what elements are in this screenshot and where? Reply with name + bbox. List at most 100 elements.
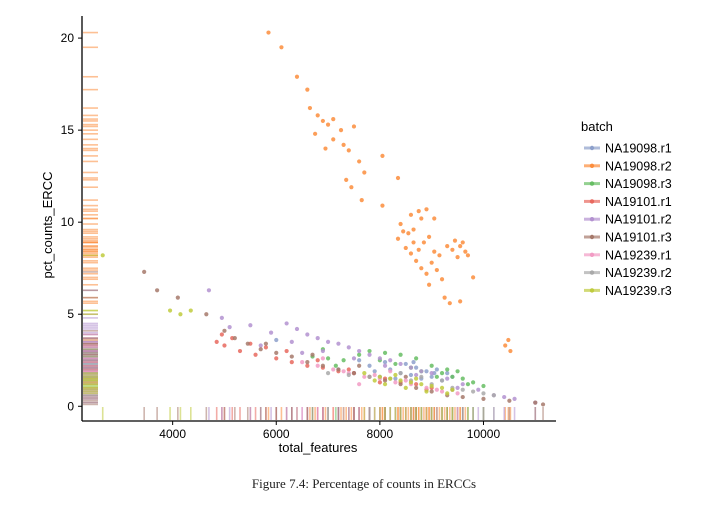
legend-swatch-dot bbox=[589, 252, 595, 257]
y-tick-label: 0 bbox=[67, 399, 74, 413]
data-point bbox=[445, 371, 450, 376]
data-point bbox=[380, 203, 385, 208]
data-point bbox=[380, 153, 385, 159]
data-point bbox=[476, 387, 481, 392]
data-point bbox=[439, 371, 445, 376]
data-point bbox=[471, 275, 476, 280]
data-point bbox=[325, 122, 331, 127]
data-point bbox=[320, 363, 325, 368]
x-axis-ticks: 4000 6000 8000 10000 bbox=[159, 421, 500, 441]
data-point bbox=[346, 367, 351, 372]
data-point bbox=[388, 358, 393, 363]
data-point bbox=[447, 301, 452, 306]
data-point bbox=[357, 358, 362, 363]
data-point bbox=[463, 249, 468, 254]
data-point bbox=[325, 371, 331, 376]
data-point bbox=[398, 221, 403, 227]
data-point bbox=[237, 348, 243, 354]
x-axis-label: total_features bbox=[279, 440, 358, 455]
data-point bbox=[403, 361, 408, 367]
figure-caption: Figure 7.4: Percentage of counts in ERCC… bbox=[251, 476, 477, 491]
data-point bbox=[445, 391, 450, 396]
data-point bbox=[274, 337, 279, 343]
data-point bbox=[414, 382, 419, 387]
legend-swatch-dot bbox=[589, 145, 595, 151]
legend-label: NA19101.r2 bbox=[605, 213, 672, 227]
data-point bbox=[414, 365, 419, 370]
legend-label: NA19098.r2 bbox=[605, 159, 672, 173]
data-point bbox=[388, 369, 393, 374]
data-point bbox=[450, 247, 455, 252]
data-point bbox=[248, 323, 253, 328]
data-point bbox=[406, 231, 411, 236]
data-point bbox=[341, 358, 346, 363]
data-point bbox=[331, 137, 336, 142]
legend-label: NA19239.r2 bbox=[605, 266, 672, 280]
data-point bbox=[434, 374, 439, 379]
legend-swatch-dot bbox=[589, 270, 595, 275]
y-tick-label: 20 bbox=[61, 31, 75, 45]
data-point bbox=[204, 312, 209, 317]
data-point bbox=[222, 343, 227, 348]
data-point bbox=[458, 299, 463, 304]
data-point bbox=[437, 253, 442, 258]
data-point bbox=[313, 131, 318, 136]
data-point bbox=[167, 308, 173, 313]
data-point bbox=[315, 363, 320, 368]
x-tick-label: 6000 bbox=[263, 427, 290, 441]
data-point bbox=[331, 116, 336, 122]
data-point bbox=[414, 376, 419, 381]
data-point bbox=[434, 367, 439, 372]
y-axis-ticks: 0 5 10 15 20 bbox=[61, 31, 82, 413]
data-point bbox=[253, 352, 258, 357]
data-point bbox=[393, 380, 398, 385]
legend-item: NA19098.r1 bbox=[584, 142, 672, 156]
data-point bbox=[508, 348, 513, 354]
data-point bbox=[372, 369, 377, 374]
data-point bbox=[305, 359, 310, 365]
data-point bbox=[377, 374, 382, 379]
data-point bbox=[367, 352, 372, 357]
data-point bbox=[258, 347, 263, 352]
legend-swatch-dot bbox=[589, 217, 595, 222]
data-point bbox=[419, 266, 424, 271]
data-point bbox=[432, 216, 437, 221]
data-point bbox=[460, 240, 465, 245]
data-point bbox=[268, 330, 274, 335]
legend-swatch-dot bbox=[589, 163, 595, 168]
data-point bbox=[503, 343, 508, 348]
legend-label: NA19101.r3 bbox=[605, 231, 672, 245]
data-point bbox=[411, 240, 416, 245]
data-point bbox=[377, 356, 382, 361]
legend-items: NA19098.r1 NA19098.r2 NA19098.r3 NA19101.r1… bbox=[584, 142, 672, 298]
data-point bbox=[401, 229, 406, 234]
legend-swatch-dot bbox=[589, 234, 595, 240]
data-point bbox=[455, 369, 460, 374]
data-point bbox=[432, 249, 437, 254]
data-point bbox=[434, 267, 439, 273]
data-point bbox=[266, 30, 271, 35]
data-point bbox=[362, 371, 367, 376]
legend-item: NA19101.r2 bbox=[584, 213, 672, 227]
data-point bbox=[445, 244, 450, 249]
legend-label: NA19101.r1 bbox=[605, 195, 672, 209]
data-point bbox=[506, 337, 511, 343]
data-point bbox=[416, 247, 421, 252]
data-point bbox=[232, 336, 237, 341]
data-point bbox=[491, 393, 496, 398]
data-point bbox=[414, 372, 419, 378]
legend: batch NA19098.r1NA19098.r2NA19098.r3NA19… bbox=[581, 119, 672, 298]
x-rug bbox=[101, 407, 544, 420]
data-point bbox=[388, 376, 393, 381]
data-point bbox=[320, 348, 325, 354]
data-point bbox=[408, 372, 414, 378]
data-point bbox=[382, 382, 388, 387]
data-point bbox=[325, 356, 331, 361]
data-point bbox=[408, 251, 414, 256]
data-point bbox=[408, 212, 414, 217]
data-point bbox=[419, 374, 424, 379]
data-point bbox=[227, 325, 232, 330]
data-point bbox=[460, 376, 465, 381]
data-point bbox=[349, 185, 354, 190]
data-point bbox=[414, 356, 419, 361]
